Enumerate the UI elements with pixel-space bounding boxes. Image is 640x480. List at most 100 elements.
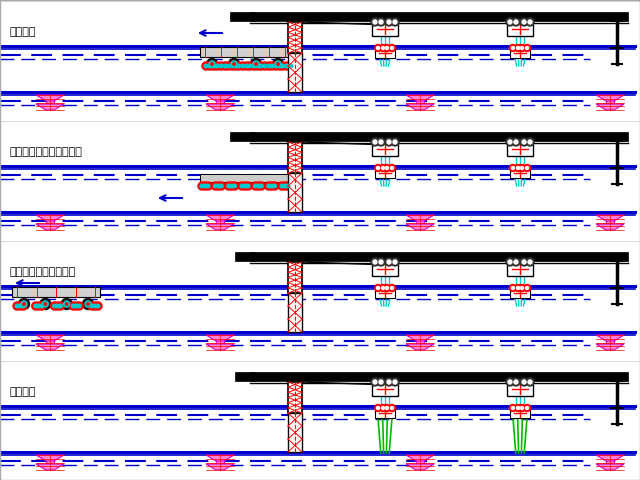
Circle shape: [250, 59, 262, 70]
Circle shape: [514, 20, 518, 24]
Circle shape: [234, 64, 238, 68]
Circle shape: [280, 184, 284, 188]
Polygon shape: [206, 335, 234, 341]
Circle shape: [83, 299, 93, 310]
Circle shape: [514, 140, 518, 144]
Polygon shape: [36, 464, 64, 470]
Circle shape: [388, 45, 396, 51]
Circle shape: [77, 304, 81, 308]
Circle shape: [206, 184, 210, 188]
Circle shape: [376, 167, 380, 169]
Circle shape: [90, 304, 94, 308]
Circle shape: [387, 20, 391, 24]
Circle shape: [522, 260, 526, 264]
Circle shape: [383, 165, 390, 171]
Circle shape: [512, 138, 520, 146]
Circle shape: [508, 260, 512, 264]
Bar: [507, 262, 533, 276]
Circle shape: [246, 62, 254, 70]
Circle shape: [244, 182, 252, 190]
Bar: [288, 173, 302, 212]
Circle shape: [200, 184, 204, 188]
Circle shape: [239, 62, 247, 70]
Circle shape: [241, 182, 249, 190]
Circle shape: [233, 184, 236, 188]
Polygon shape: [406, 224, 434, 230]
Circle shape: [253, 184, 257, 188]
Circle shape: [255, 63, 257, 65]
Circle shape: [56, 302, 65, 310]
Circle shape: [508, 140, 512, 144]
Bar: [372, 142, 398, 156]
Polygon shape: [206, 95, 234, 101]
Circle shape: [215, 64, 219, 68]
Circle shape: [515, 45, 522, 51]
Polygon shape: [36, 104, 64, 110]
Circle shape: [76, 302, 83, 310]
Bar: [288, 293, 302, 332]
Bar: [510, 288, 530, 298]
Circle shape: [63, 301, 70, 307]
Circle shape: [213, 62, 221, 70]
Circle shape: [270, 64, 274, 68]
Bar: [250, 132, 628, 141]
Circle shape: [87, 303, 89, 305]
Circle shape: [528, 20, 532, 24]
Circle shape: [524, 165, 531, 171]
Circle shape: [376, 287, 380, 289]
Circle shape: [385, 18, 393, 26]
Polygon shape: [206, 215, 234, 221]
Circle shape: [85, 301, 91, 307]
Circle shape: [54, 302, 61, 310]
Circle shape: [512, 258, 520, 266]
Bar: [46, 335, 54, 344]
Circle shape: [391, 378, 399, 386]
Circle shape: [13, 302, 21, 310]
Circle shape: [289, 64, 293, 68]
Circle shape: [246, 184, 250, 188]
Polygon shape: [36, 335, 64, 341]
Circle shape: [385, 258, 393, 266]
Circle shape: [232, 62, 240, 70]
Circle shape: [528, 380, 532, 384]
Polygon shape: [406, 464, 434, 470]
Circle shape: [38, 302, 45, 310]
Circle shape: [516, 47, 520, 49]
Bar: [0, 120, 640, 240]
Circle shape: [254, 182, 262, 190]
Circle shape: [32, 302, 40, 310]
Circle shape: [72, 304, 75, 308]
Bar: [416, 335, 424, 344]
Polygon shape: [206, 224, 234, 230]
Circle shape: [227, 184, 230, 188]
Circle shape: [508, 20, 512, 24]
Circle shape: [524, 45, 531, 51]
Circle shape: [387, 260, 391, 264]
Circle shape: [379, 380, 383, 384]
Circle shape: [228, 182, 236, 190]
Bar: [216, 455, 224, 464]
Circle shape: [235, 62, 243, 70]
Circle shape: [271, 182, 278, 190]
Circle shape: [209, 61, 215, 67]
Circle shape: [61, 299, 72, 310]
Circle shape: [286, 184, 290, 188]
Circle shape: [390, 407, 394, 409]
Circle shape: [256, 64, 260, 68]
Circle shape: [520, 407, 524, 409]
Circle shape: [225, 182, 233, 190]
Circle shape: [380, 45, 387, 51]
Circle shape: [512, 378, 520, 386]
Circle shape: [381, 47, 385, 49]
Circle shape: [278, 182, 286, 190]
Circle shape: [212, 64, 216, 68]
Circle shape: [248, 64, 252, 68]
Circle shape: [506, 18, 514, 26]
Circle shape: [276, 62, 284, 70]
Circle shape: [385, 47, 388, 49]
Circle shape: [376, 47, 380, 49]
Text: 一、二号小车吊梁前进: 一、二号小车吊梁前进: [10, 267, 76, 277]
Circle shape: [393, 20, 397, 24]
Circle shape: [393, 380, 397, 384]
Circle shape: [520, 378, 528, 386]
